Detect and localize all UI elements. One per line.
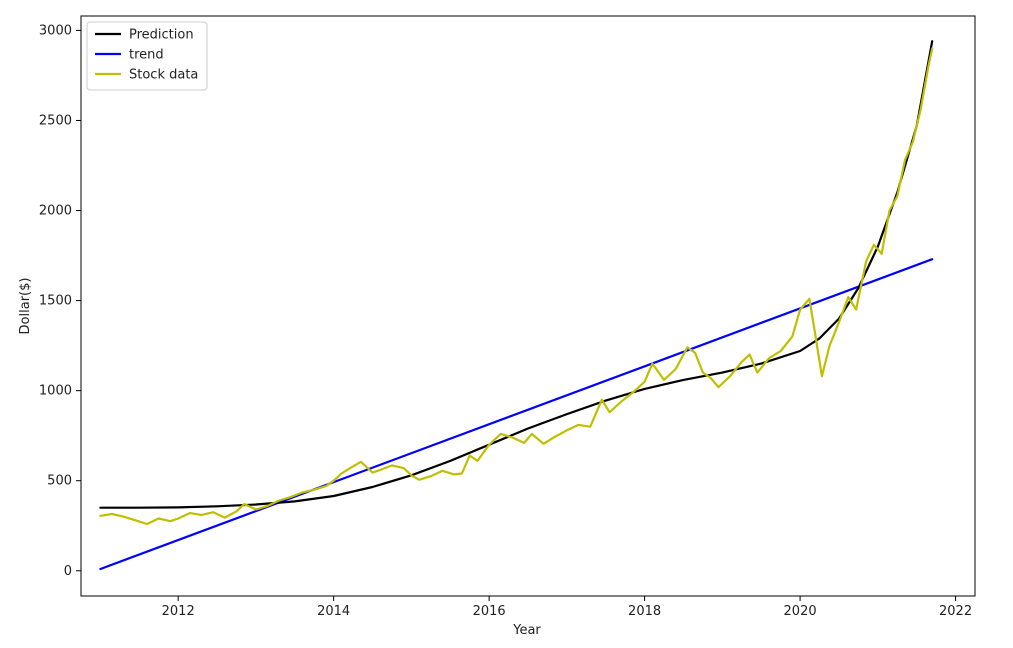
legend-label: Prediction xyxy=(129,28,194,43)
y-tick-label: 500 xyxy=(47,474,72,489)
y-tick-label: 1000 xyxy=(39,384,72,399)
x-tick-label: 2018 xyxy=(628,604,661,619)
y-tick-label: 2000 xyxy=(39,204,72,219)
x-tick-label: 2014 xyxy=(317,604,350,619)
x-tick-label: 2022 xyxy=(939,604,972,619)
y-tick-label: 2500 xyxy=(39,113,72,128)
x-tick-label: 2020 xyxy=(784,604,817,619)
x-axis-ticks: 2012 2014 2016 2018 2020 2022 xyxy=(162,596,972,619)
legend-label: Stock data xyxy=(129,68,198,83)
y-tick-label: 1500 xyxy=(39,294,72,309)
plot-frame xyxy=(80,15,976,597)
legend-label: trend xyxy=(129,48,164,63)
x-tick-label: 2016 xyxy=(473,604,506,619)
y-tick-label: 0 xyxy=(64,564,72,579)
legend: Prediction trend Stock data xyxy=(86,21,208,91)
y-tick-label: 3000 xyxy=(39,23,72,38)
series-line-trend xyxy=(99,258,934,571)
y-axis-ticks: 0 500 1000 1500 2000 2500 3000 xyxy=(39,23,81,579)
x-tick-label: 2012 xyxy=(162,604,195,619)
series-line-stock-data xyxy=(99,47,934,526)
series-line-prediction xyxy=(99,40,934,509)
series-layer xyxy=(99,40,934,571)
y-axis-label: Dollar($) xyxy=(18,278,33,335)
x-axis-label: Year xyxy=(512,623,541,638)
